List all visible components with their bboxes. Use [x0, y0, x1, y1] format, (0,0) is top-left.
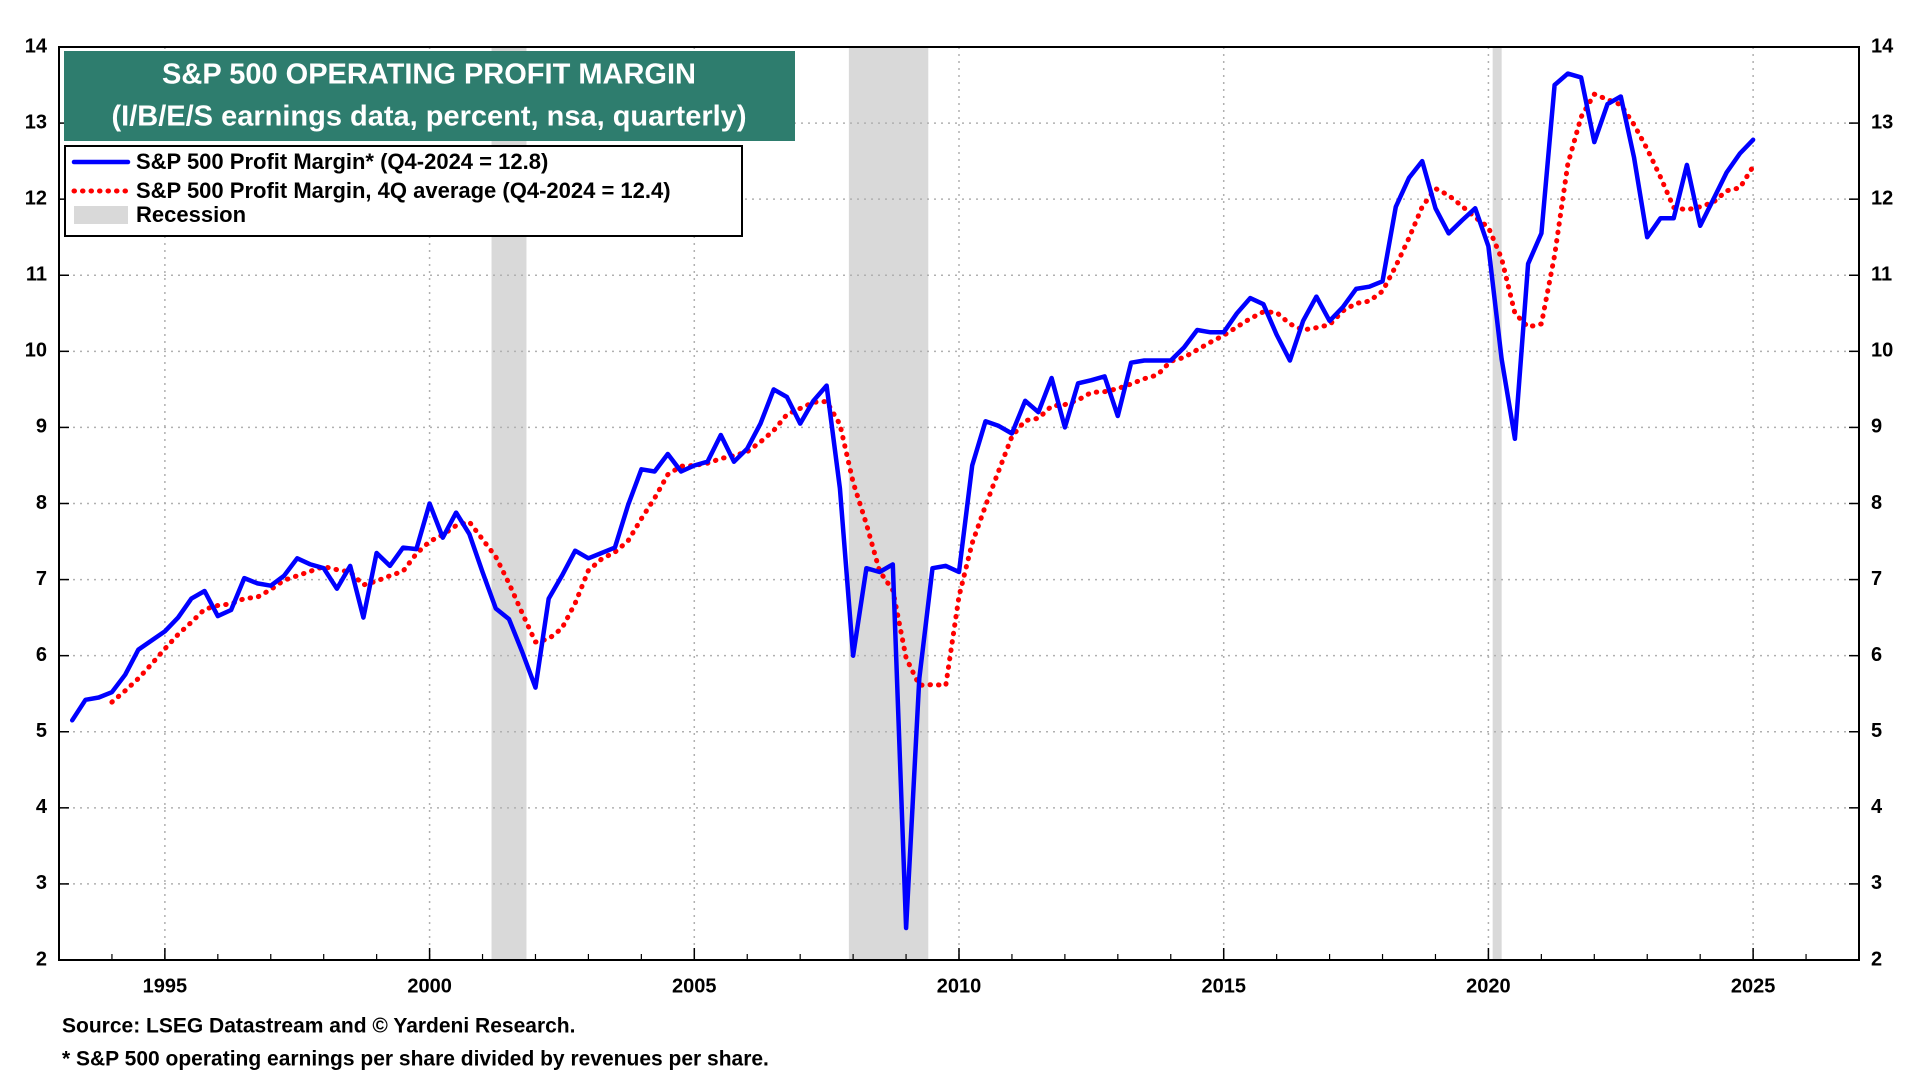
legend-box: [64, 145, 743, 237]
legend-label: S&P 500 Profit Margin* (Q4-2024 = 12.8): [136, 149, 548, 174]
y2-tick-label: 3: [1871, 872, 1882, 894]
y-tick-label: 6: [36, 644, 47, 666]
y2-tick-label: 11: [1871, 264, 1892, 286]
x-tick-label: 2015: [1201, 975, 1246, 997]
legend-swatch: [74, 206, 128, 224]
y-tick-label: 9: [36, 416, 47, 438]
title-box: [64, 51, 795, 141]
y-tick-label: 5: [36, 720, 47, 742]
y-tick-label: 14: [25, 35, 48, 57]
y-tick-label: 8: [36, 492, 47, 514]
chart-title: S&P 500 OPERATING PROFIT MARGIN: [162, 59, 696, 91]
y-tick-label: 2: [36, 948, 47, 970]
y2-tick-label: 7: [1871, 568, 1882, 590]
recession-band: [1492, 47, 1502, 960]
x-tick-label: 1995: [143, 975, 188, 997]
y2-tick-label: 12: [1871, 187, 1893, 209]
y2-tick-label: 6: [1871, 644, 1882, 666]
plot-frame: [58, 46, 1860, 961]
y-tick-label: 4: [36, 796, 48, 818]
legend-label: Recession: [136, 202, 246, 227]
plot-area: 2 2 3 3 4 4 5 5 6 6 7 7 8 8 9 9 10 10 11 11 12 12 13 13 14 14 1995…: [25, 35, 1894, 997]
source-note: Source: LSEG Datastream and © Yardeni Re…: [62, 1015, 575, 1038]
legend-label: S&P 500 Profit Margin, 4Q average (Q4-20…: [136, 178, 671, 203]
footnote: * S&P 500 operating earnings per share d…: [62, 1048, 769, 1071]
y2-tick-label: 5: [1871, 720, 1882, 742]
y2-tick-label: 14: [1871, 35, 1894, 57]
y2-tick-label: 10: [1871, 340, 1893, 362]
y-tick-label: 12: [25, 187, 47, 209]
series-line: [69, 71, 1756, 931]
y2-tick-label: 4: [1871, 796, 1883, 818]
y2-tick-label: 2: [1871, 948, 1882, 970]
y-tick-label: 13: [25, 111, 47, 133]
y2-tick-label: 9: [1871, 416, 1882, 438]
x-tick-label: 2025: [1731, 975, 1776, 997]
chart-subtitle: (I/B/E/S earnings data, percent, nsa, qu…: [112, 101, 747, 133]
y-tick-label: 3: [36, 872, 47, 894]
y-tick-label: 11: [26, 264, 47, 286]
legend: S&P 500 Profit Margin* (Q4-2024 = 12.8) S…: [71, 149, 671, 227]
y2-tick-label: 8: [1871, 492, 1882, 514]
y2-tick-label: 13: [1871, 111, 1893, 133]
x-tick-label: 2010: [937, 975, 982, 997]
x-tick-label: 2020: [1466, 975, 1511, 997]
y-tick-label: 10: [25, 340, 47, 362]
x-tick-label: 2005: [672, 975, 717, 997]
y-tick-label: 7: [36, 568, 47, 590]
x-tick-label: 2000: [407, 975, 452, 997]
